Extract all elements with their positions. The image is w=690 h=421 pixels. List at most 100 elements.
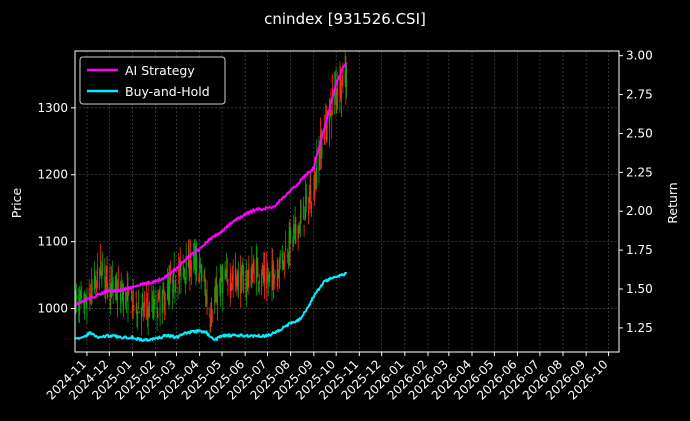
candle-body [84, 306, 86, 311]
candle-body [198, 276, 200, 282]
candle-body [78, 297, 80, 316]
candle-body [84, 294, 86, 299]
candle-body [96, 264, 98, 286]
candle-body [188, 251, 190, 274]
y-left-tick-label: 1100 [37, 235, 68, 249]
candle-body [231, 274, 233, 281]
candle-body [283, 251, 285, 253]
candle-body [81, 292, 83, 294]
candle-body [169, 279, 171, 291]
candle-body [243, 278, 245, 292]
candle-body [345, 64, 347, 85]
candle-body [313, 182, 315, 185]
candle-body [175, 283, 177, 289]
candle-body [241, 267, 243, 282]
candle-body [232, 275, 234, 281]
candle-body [133, 306, 135, 308]
candle-body [293, 224, 295, 234]
candle-body [121, 295, 123, 304]
candle-body [114, 279, 116, 294]
y-right-tick-label: 2.75 [626, 88, 653, 102]
candle-body [257, 266, 259, 278]
candle-body [105, 276, 107, 287]
candle-body [300, 214, 302, 217]
candle-body [268, 274, 270, 277]
candle-body [314, 183, 316, 188]
y-left-tick-label: 1300 [37, 101, 68, 115]
candle-body [147, 312, 149, 320]
candle-body [178, 268, 180, 277]
candle-body [325, 123, 327, 140]
candle-body [278, 260, 280, 272]
candle-body [288, 231, 290, 255]
y-right-tick-label: 3.00 [626, 49, 653, 63]
candle-body [216, 283, 218, 303]
candle-body [172, 277, 174, 293]
candle-body [272, 267, 274, 287]
candle-body [105, 266, 107, 274]
price-candles [74, 51, 348, 336]
candle-body [201, 273, 203, 278]
candle-body [152, 306, 154, 309]
candle-body [177, 287, 179, 289]
candle-body [131, 298, 133, 311]
candle-body [219, 281, 221, 287]
candle-body [323, 131, 325, 138]
chart-title: cnindex [931526.CSI] [264, 10, 426, 28]
candle-body [315, 169, 317, 182]
series-line-buy-and-hold [74, 271, 348, 342]
y-axis-right-label: Return [665, 182, 680, 223]
candle-body [80, 292, 82, 299]
candle-body [204, 284, 206, 286]
candle-body [136, 306, 138, 317]
y-right-tick-label: 2.25 [626, 165, 653, 179]
candle-body [290, 229, 292, 237]
y-right-tick-label: 2.50 [626, 126, 653, 140]
candle-body [251, 263, 253, 278]
candle-body [162, 288, 164, 300]
candle-body [138, 310, 140, 314]
candle-body [200, 273, 202, 276]
candle-body [146, 298, 148, 303]
candle-body [344, 71, 346, 84]
candle-body [208, 314, 210, 316]
candle-body [101, 281, 103, 284]
candle-body [75, 295, 77, 302]
candle-body [86, 294, 88, 318]
candle-body [240, 268, 242, 293]
candle-body [85, 303, 87, 305]
candle-body [308, 197, 310, 200]
candle-body [224, 271, 226, 276]
candle-body [96, 282, 98, 292]
candle-body [266, 268, 268, 289]
candle-body [246, 272, 248, 276]
candle-body [305, 194, 307, 201]
candle-body [235, 275, 237, 283]
candle-body [163, 292, 165, 294]
candle-body [125, 293, 127, 300]
candle-body [109, 277, 111, 297]
candle-body [217, 299, 219, 306]
candle-body [287, 255, 289, 258]
candle-body [154, 295, 156, 298]
candle-body [123, 288, 125, 308]
candle-body [190, 253, 192, 271]
candle-body [267, 281, 269, 283]
candle-body [341, 75, 343, 78]
candle-body [272, 265, 274, 274]
candle-body [107, 286, 109, 289]
candle-body [142, 296, 144, 301]
candle-body [99, 259, 101, 261]
candle-body [128, 288, 130, 294]
candle-body [199, 261, 201, 263]
candle-body [340, 89, 342, 97]
candle-body [234, 270, 236, 281]
candle-body [248, 263, 250, 278]
candle-body [79, 291, 81, 296]
y-right-tick-label: 1.25 [626, 321, 653, 335]
candle-body [167, 283, 169, 300]
candle-body [302, 203, 304, 220]
candle-body [211, 316, 213, 320]
candle-body [99, 269, 101, 274]
candle-body [273, 275, 275, 285]
